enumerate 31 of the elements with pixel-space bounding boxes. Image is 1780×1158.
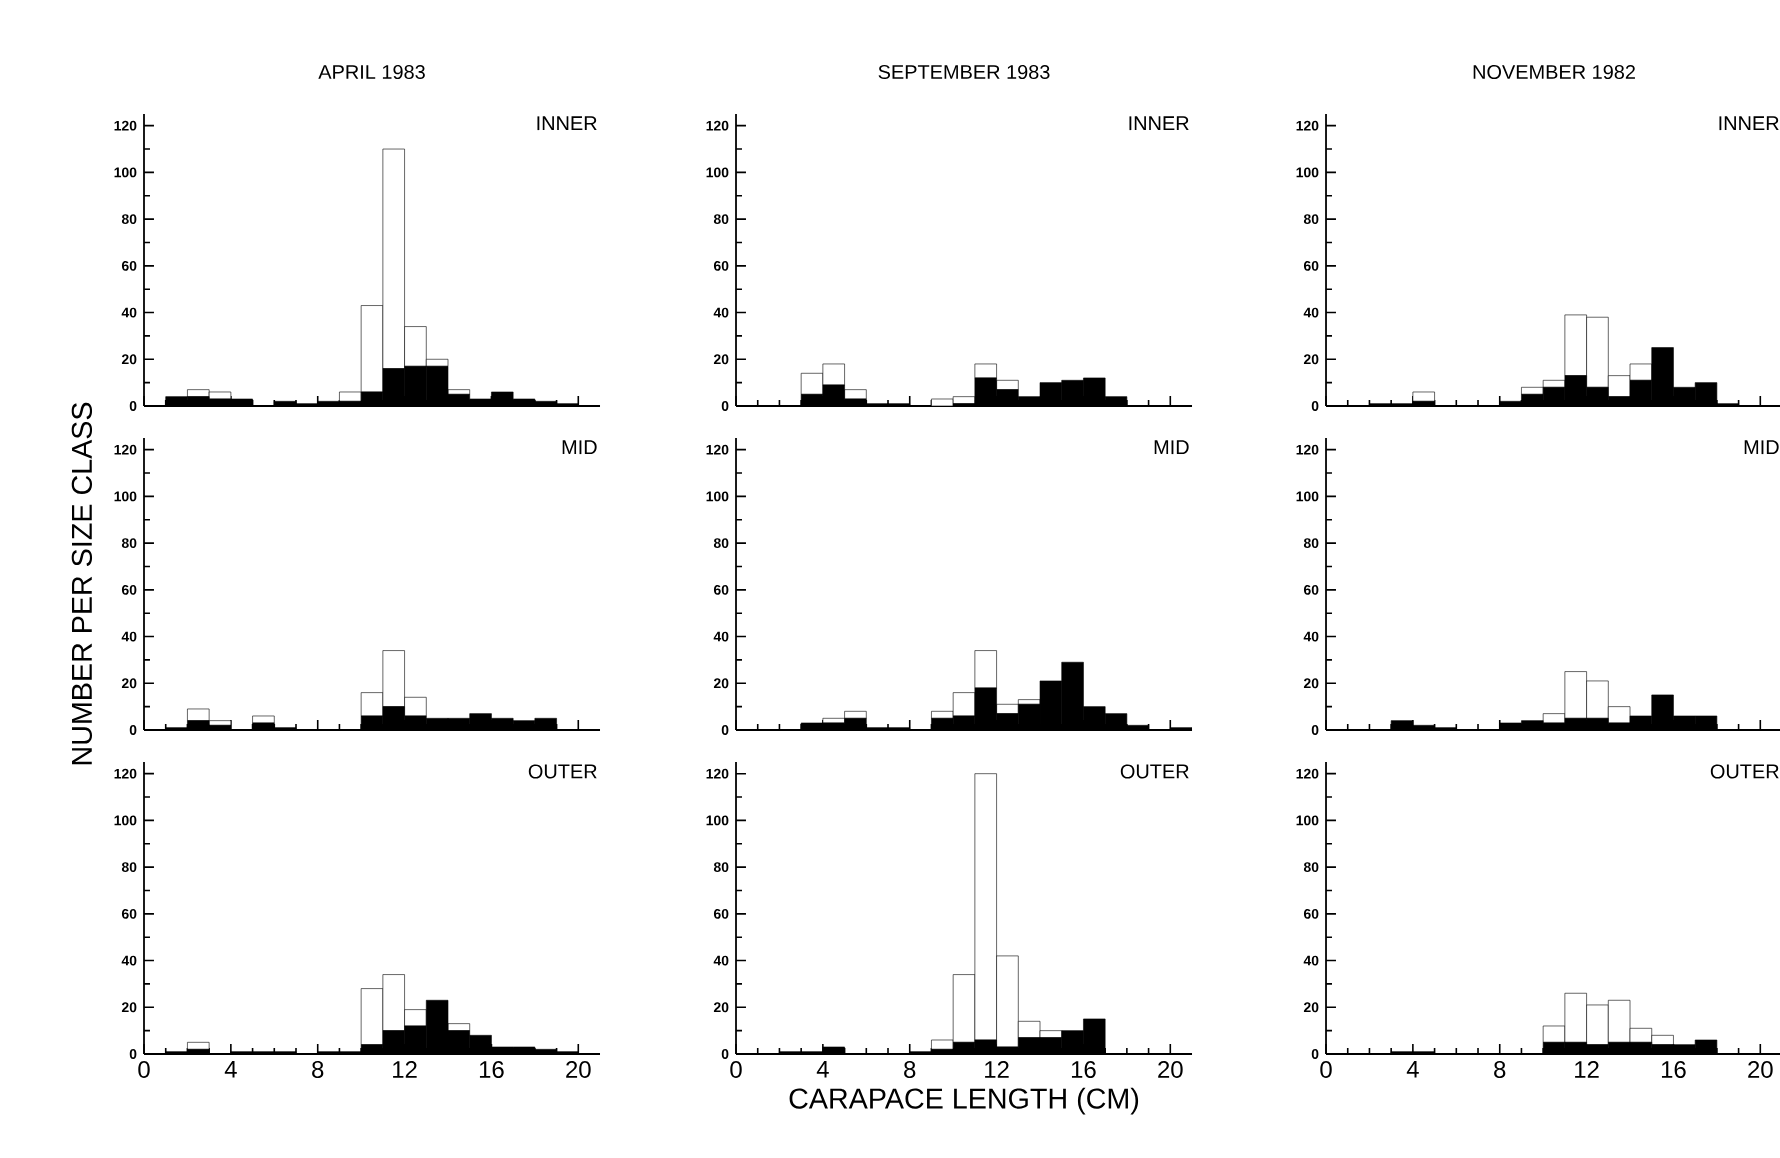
annotation: INNER [1129,116,1189,131]
y-axis-title: NUMBER PER SIZE CLASS [71,402,93,765]
x-tick-label: 4 [1406,1061,1419,1078]
annotation: MID [562,440,597,455]
x-tick-label: 4 [224,1061,237,1078]
chart-title: APRIL 1983 [318,64,425,80]
x-tick-label: 16 [1071,1061,1096,1078]
bar [1412,391,1435,402]
annotation: INNER [1719,116,1779,131]
annotation: MID [1744,440,1779,455]
chart-title: SEPTEMBER 1983 [878,64,1050,80]
annotation: INNER [537,116,597,131]
x-axis-title: CARAPACE LENGTH (CM) [789,1087,1139,1115]
chart-title: NOVEMBER 1982 [1473,64,1635,80]
x-tick-label: 12 [985,1061,1009,1078]
annotation: MID [1154,440,1189,455]
annotation: OUTER [1710,764,1779,779]
x-tick-label: 12 [393,1061,417,1078]
x-tick-label: 16 [1661,1061,1686,1078]
x-tick-label: 20 [1158,1061,1183,1078]
bar [252,715,275,724]
x-tick-label: 12 [1575,1061,1599,1078]
annotation: OUTER [528,764,597,779]
x-tick-label: 16 [479,1061,504,1078]
x-tick-label: 20 [566,1061,591,1078]
x-tick-label: 8 [904,1061,916,1078]
x-tick-label: 8 [1494,1061,1506,1078]
x-tick-label: 20 [1748,1061,1773,1078]
annotation: OUTER [1120,764,1189,779]
x-tick-label: 4 [816,1061,829,1078]
x-tick-label: 8 [312,1061,324,1078]
